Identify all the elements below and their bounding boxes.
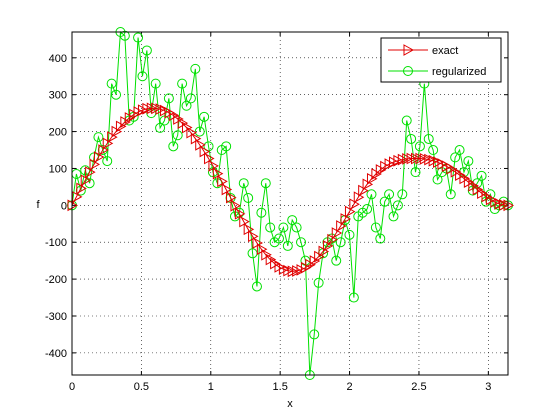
exact-point — [217, 175, 228, 188]
regularized-point — [445, 189, 456, 200]
regularized-point — [291, 222, 302, 233]
regularized-point — [282, 240, 293, 251]
regularized-point — [155, 122, 166, 133]
exact-point — [76, 182, 87, 195]
grid — [72, 32, 508, 375]
regularized-point — [313, 277, 324, 288]
x-tick-label: 1.5 — [273, 381, 288, 393]
regularized-point — [111, 89, 122, 100]
regularized-point — [428, 145, 439, 156]
series-regularized — [67, 27, 513, 380]
regularized-point — [296, 237, 307, 248]
regularized-point — [93, 132, 104, 143]
y-tick-label: -200 — [45, 274, 67, 286]
regularized-point — [463, 156, 474, 167]
regularized-point — [168, 141, 179, 152]
ticks: 0 0.5 1 1.5 2 2.5 3 -400 -300 -200 -100 0 100 200 300 4… — [45, 32, 508, 393]
regularized-point — [384, 189, 395, 200]
legend-regularized-marker — [403, 66, 413, 76]
regularized-point — [344, 229, 355, 240]
x-axis-label: x — [287, 398, 293, 410]
regularized-point — [454, 145, 465, 156]
regularized-point — [401, 115, 412, 126]
exact-line — [71, 107, 509, 272]
regularized-point — [375, 233, 386, 244]
regularized-point — [238, 178, 249, 189]
regularized-point — [392, 200, 403, 211]
regularized-point — [133, 32, 144, 43]
regularized-point — [106, 78, 117, 89]
y-tick-label: 300 — [49, 90, 67, 102]
regularized-point — [309, 329, 320, 340]
regularized-point — [335, 237, 346, 248]
x-tick-label: 1 — [208, 381, 214, 393]
regularized-point — [243, 192, 254, 203]
series-layer — [67, 27, 515, 380]
regularized-point — [287, 215, 298, 226]
regularized-point — [150, 78, 161, 89]
regularized-point — [370, 222, 381, 233]
series-exact — [67, 102, 515, 278]
regularized-point — [406, 133, 417, 144]
legend-regularized-label: regularized — [432, 66, 486, 78]
regularized-point — [251, 281, 262, 292]
regularized-point — [362, 204, 373, 215]
regularized-point — [388, 211, 399, 222]
regularized-point — [432, 174, 443, 185]
exact-point — [80, 174, 92, 187]
y-tick-label: 100 — [49, 163, 67, 175]
regularized-point — [199, 111, 210, 122]
regularized-point — [397, 189, 408, 200]
y-tick-label: -300 — [45, 311, 67, 323]
y-axis-label: f — [36, 199, 40, 211]
y-tick-label: 0 — [61, 200, 67, 212]
y-tick-label: 200 — [49, 127, 67, 139]
regularized-point — [348, 292, 359, 303]
legend: exact regularized — [380, 37, 502, 83]
regularized-point — [423, 133, 434, 144]
x-tick-label: 3 — [485, 381, 491, 393]
regularized-point — [256, 207, 267, 218]
regularized-point — [102, 156, 113, 167]
y-tick-label: -400 — [45, 348, 67, 360]
regularized-point — [410, 167, 421, 178]
regularized-point — [172, 130, 183, 141]
exact-point — [230, 199, 241, 212]
x-tick-label: 2 — [347, 381, 353, 393]
regularized-point — [137, 71, 148, 82]
regularized-point — [450, 152, 461, 163]
plot-area — [71, 31, 509, 376]
regularized-point — [265, 222, 276, 233]
regularized-line — [71, 30, 509, 376]
regularized-point — [177, 78, 188, 89]
regularized-point — [141, 45, 152, 56]
regularized-point — [119, 30, 130, 41]
regularized-point — [414, 141, 425, 152]
y-tick-label: -100 — [45, 237, 67, 249]
regularized-point — [181, 100, 192, 111]
regularized-point — [273, 233, 284, 244]
regularized-point — [366, 189, 377, 200]
regularized-point — [221, 141, 232, 152]
regularized-point — [476, 170, 487, 181]
regularized-point — [260, 178, 271, 189]
x-tick-label: 0.5 — [134, 381, 149, 393]
regularized-point — [278, 222, 289, 233]
legend-box — [380, 37, 502, 83]
regularized-point — [379, 196, 390, 207]
y-tick-label: 400 — [49, 53, 67, 65]
regularized-point — [163, 93, 174, 104]
regularized-point — [331, 255, 342, 266]
regularized-point — [185, 93, 196, 104]
legend-exact-marker — [403, 44, 415, 56]
exact-point — [226, 191, 237, 204]
legend-exact-label: exact — [432, 45, 458, 57]
plot-frame — [71, 31, 509, 376]
x-tick-label: 0 — [69, 381, 75, 393]
regularized-point — [190, 63, 201, 74]
x-tick-label: 2.5 — [411, 381, 426, 393]
regularized-point — [194, 126, 205, 137]
exact-point — [221, 183, 233, 196]
